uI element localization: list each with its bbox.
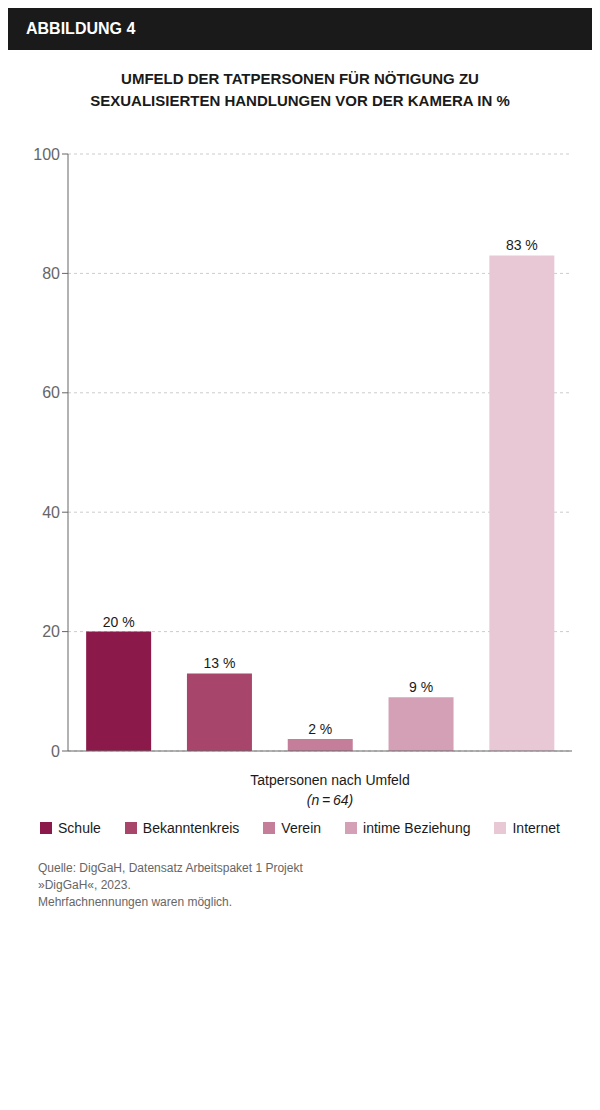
svg-text:9 %: 9 % [409,679,433,695]
html-text:Mehrfachnennungen waren möglic: Mehrfachnennungen waren möglich. [38,895,233,909]
svg-text:40: 40 [42,504,60,521]
html-text:ABBILDUNG 4: ABBILDUNG 4 [26,20,136,37]
html-text:intime Beziehung: intime Beziehung [363,820,471,836]
svg-text:80: 80 [42,265,60,282]
html-text:Verein: Verein [281,820,322,836]
svg-text:2 %: 2 % [308,721,332,737]
html-text:Quelle: DigGaH, Datensatz Arbe: Quelle: DigGaH, Datensatz Arbeitspaket 1… [38,861,303,875]
html-text:Internet: Internet [512,820,560,836]
svg-text:20 %: 20 % [103,614,135,630]
html-text:UMFELD DER TATPERSONEN FÜR NÖT: UMFELD DER TATPERSONEN FÜR NÖTIGUNG ZU [121,70,479,87]
html-text:»DigGaH«, 2023.: »DigGaH«, 2023. [38,878,131,892]
html-text:Schule: Schule [58,820,101,836]
svg-text:13 %: 13 % [203,655,235,671]
html-text:SEXUALISIERTEN HANDLUNGEN VOR: SEXUALISIERTEN HANDLUNGEN VOR DER KAMERA… [90,92,510,109]
svg-text:100: 100 [33,146,60,163]
svg-text:83 %: 83 % [506,237,538,253]
html-text:Tatpersonen nach Umfeld: Tatpersonen nach Umfeld [250,772,410,788]
svg-text:0: 0 [51,743,60,760]
html-text:Bekanntenkreis: Bekanntenkreis [142,820,240,836]
html-text:(n = 64): (n = 64) [306,792,354,808]
svg-text:20: 20 [42,623,60,640]
svg-text:60: 60 [42,384,60,401]
